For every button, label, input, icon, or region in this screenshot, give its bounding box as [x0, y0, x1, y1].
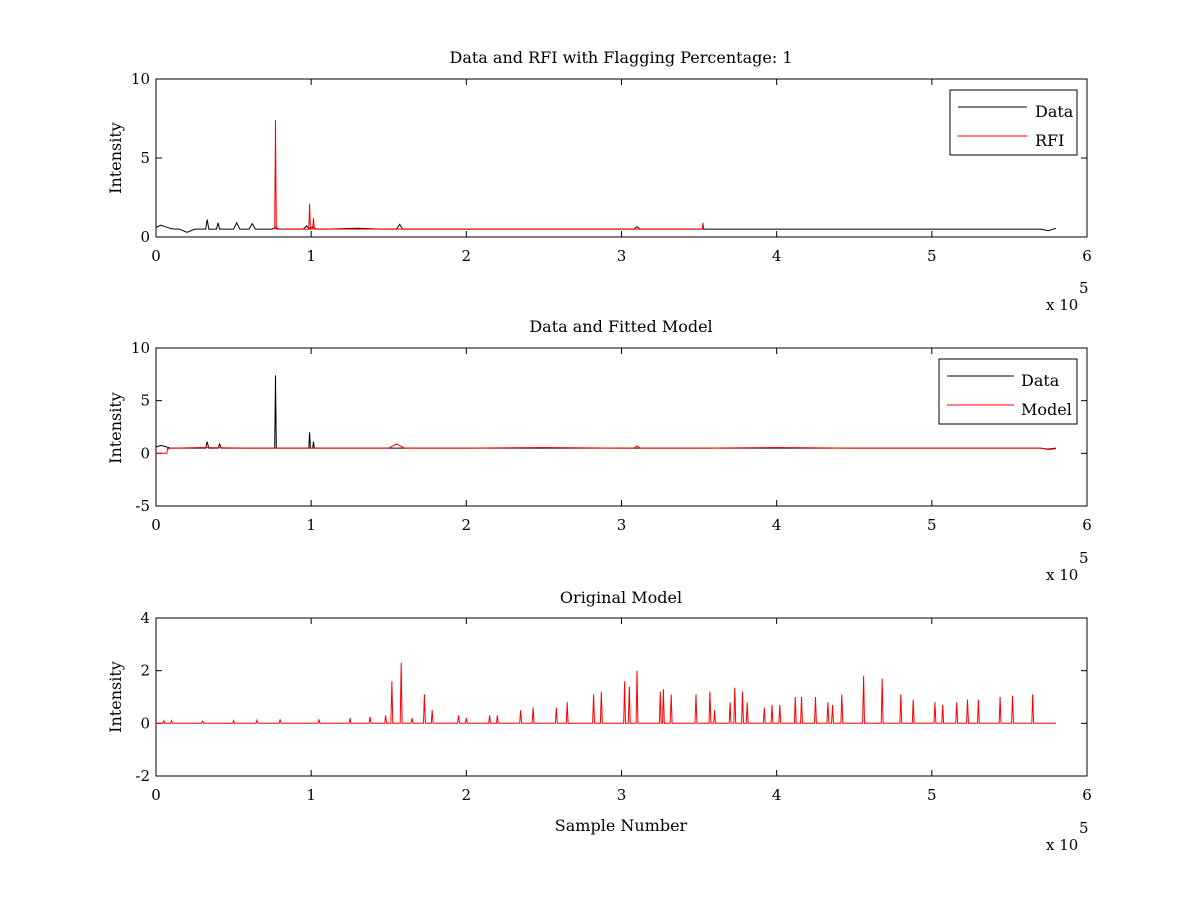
panel-2-exponent-base: x 10 — [1046, 566, 1078, 584]
panel-2-xtick-label: 3 — [617, 516, 627, 534]
panel-2-legend-label-data: Data — [1021, 371, 1060, 390]
panel-1: Data and RFI with Flagging Percentage: 1… — [106, 48, 1092, 314]
panel-3-exponent-base: x 10 — [1046, 836, 1078, 854]
panel-1-series — [155, 120, 1057, 233]
panel-3-ytick-label: 2 — [140, 662, 150, 680]
panel-2-ytick-label: 5 — [140, 392, 150, 410]
panel-1-xtick-label: 2 — [462, 247, 472, 265]
panel-1-ytick-label: 5 — [140, 149, 150, 167]
panel-3-frame — [155, 617, 1088, 777]
panel-2-xtick-label: 5 — [927, 516, 937, 534]
panel-2-series-line-model — [156, 443, 1057, 454]
panel-3-xtick-label: 2 — [462, 786, 472, 804]
panel-3-title: Original Model — [560, 588, 682, 607]
panel-2-xtick-label: 0 — [151, 516, 161, 534]
panel-1-xtick-label: 1 — [306, 247, 316, 265]
panel-2-ytick-label: -5 — [135, 497, 150, 515]
panel-2: Data and Fitted Model Intensity 0 1 2 3 4 5 6 -… — [106, 317, 1092, 584]
panel-3-xtick-label: 1 — [306, 786, 316, 804]
panel-3-ytick-label: 0 — [140, 714, 150, 732]
panel-1-ytick-label: 10 — [131, 70, 150, 88]
panel-1-ylabel: Intensity — [106, 122, 125, 194]
panel-3-ytick-label: 4 — [140, 609, 150, 627]
panel-3-exponent-power: 5 — [1079, 819, 1089, 837]
panel-3-series-line-model — [156, 662, 1056, 724]
panel-2-legend: Data Model — [938, 358, 1078, 425]
panel-3-ylabel: Intensity — [106, 661, 125, 733]
panel-2-title: Data and Fitted Model — [529, 317, 712, 336]
panel-1-exponent-base: x 10 — [1046, 296, 1078, 314]
panel-2-ytick-label: 10 — [131, 339, 150, 357]
panel-3-xtick-label: 5 — [927, 786, 937, 804]
panel-2-series — [155, 375, 1057, 454]
panel-1-xtick-label: 0 — [151, 247, 161, 265]
panel-2-xtick-label: 6 — [1082, 516, 1092, 534]
panel-1-legend-label-rfi: RFI — [1035, 131, 1064, 150]
panel-1-legend-box — [949, 89, 1078, 156]
panel-1-legend-label-data: Data — [1035, 102, 1074, 121]
panel-2-xtick-label: 2 — [462, 516, 472, 534]
panel-3-xtick-label: 6 — [1082, 786, 1092, 804]
panel-2-xtick-label: 1 — [306, 516, 316, 534]
panel-1-xtick-label: 5 — [927, 247, 937, 265]
panel-2-ytick-label: 0 — [140, 444, 150, 462]
panel-1-title: Data and RFI with Flagging Percentage: 1 — [449, 48, 792, 67]
panel-2-exponent-power: 5 — [1079, 549, 1089, 567]
panel-2-legend-box — [938, 358, 1078, 425]
panel-1-xtick-label: 4 — [772, 247, 782, 265]
panel-1-xtick-label: 3 — [617, 247, 627, 265]
panel-1-ticks: 0 1 2 3 4 5 6 0 5 10 — [131, 70, 1092, 265]
panel-3-xtick-label: 3 — [617, 786, 627, 804]
panel-3-xlabel: Sample Number — [555, 816, 688, 835]
panel-1-ytick-label: 0 — [140, 228, 150, 246]
panel-3-series — [156, 662, 1056, 724]
panel-1-frame — [155, 78, 1088, 238]
panel-1-series-line-rfi — [274, 120, 705, 230]
panel-1-xtick-label: 6 — [1082, 247, 1092, 265]
panel-2-legend-label-model: Model — [1021, 400, 1072, 419]
panel-2-frame — [155, 347, 1088, 507]
panel-1-exponent-power: 5 — [1079, 279, 1089, 297]
panel-1-legend: Data RFI — [949, 89, 1078, 156]
panel-3-ytick-label: -2 — [135, 767, 150, 785]
panel-2-xtick-label: 4 — [772, 516, 782, 534]
panel-3-xtick-label: 0 — [151, 786, 161, 804]
panel-2-ylabel: Intensity — [106, 392, 125, 464]
panel-3-xtick-label: 4 — [772, 786, 782, 804]
